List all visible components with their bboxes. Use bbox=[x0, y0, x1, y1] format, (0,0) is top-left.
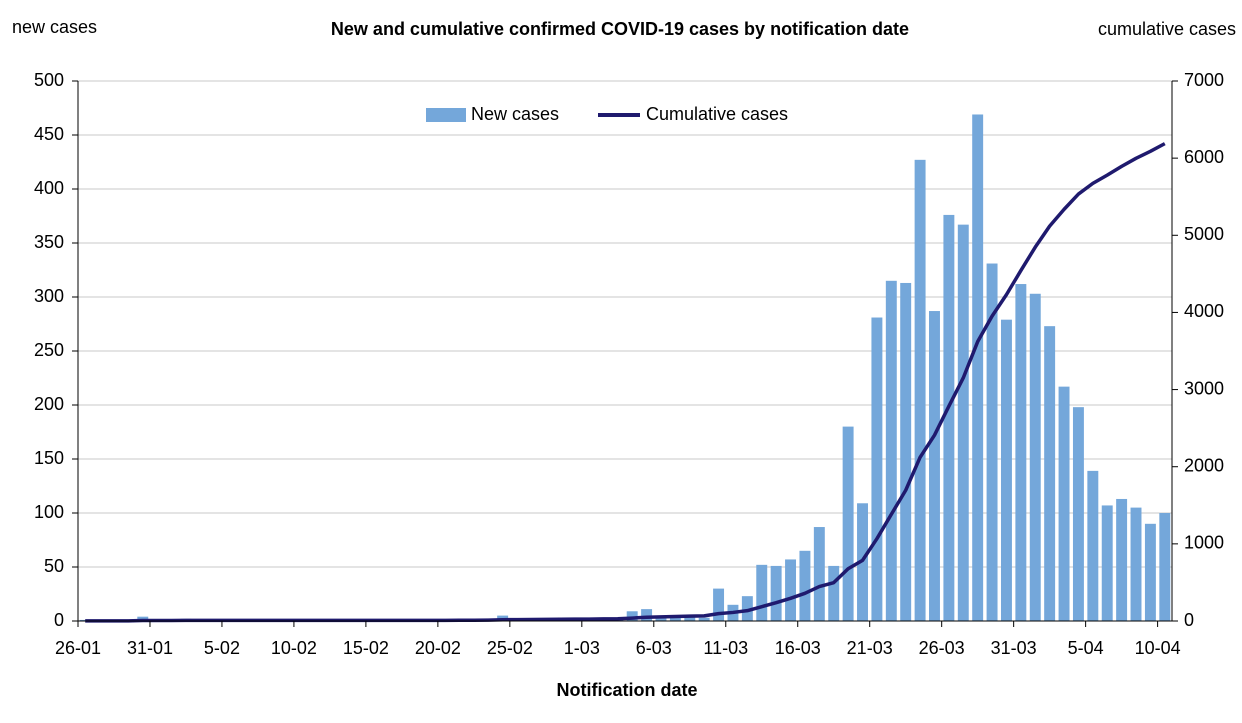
bar bbox=[741, 596, 753, 621]
bar bbox=[900, 282, 912, 621]
y2-tick-label: 7000 bbox=[1184, 70, 1224, 90]
bar bbox=[1144, 523, 1156, 621]
bar bbox=[943, 214, 955, 622]
chart-title: New and cumulative confirmed COVID-19 ca… bbox=[331, 19, 909, 39]
y2-tick-label: 1000 bbox=[1184, 533, 1224, 553]
bar bbox=[914, 159, 926, 621]
y-tick-label: 50 bbox=[44, 556, 64, 576]
bar bbox=[641, 609, 653, 621]
x-tick-label: 16-03 bbox=[775, 638, 821, 658]
bar bbox=[1130, 507, 1142, 621]
bar bbox=[813, 527, 825, 621]
y2-tick-label: 5000 bbox=[1184, 224, 1224, 244]
bar bbox=[957, 224, 969, 621]
bar bbox=[1159, 513, 1171, 621]
bar bbox=[799, 550, 811, 621]
bar bbox=[1015, 284, 1027, 621]
x-tick-label: 5-04 bbox=[1068, 638, 1104, 658]
bar bbox=[1087, 470, 1099, 621]
bar bbox=[713, 588, 725, 621]
y-tick-label: 100 bbox=[34, 502, 64, 522]
bar bbox=[785, 559, 797, 621]
x-tick-label: 10-02 bbox=[271, 638, 317, 658]
line bbox=[85, 142, 1166, 623]
bar bbox=[1116, 498, 1128, 621]
bar bbox=[770, 565, 782, 621]
x-tick-label: 21-03 bbox=[847, 638, 893, 658]
y-tick-label: 450 bbox=[34, 124, 64, 144]
bar bbox=[1044, 326, 1056, 621]
bar bbox=[1058, 386, 1070, 621]
y-tick-label: 0 bbox=[54, 610, 64, 630]
y-tick-label: 350 bbox=[34, 232, 64, 252]
bar bbox=[986, 263, 998, 621]
legend-label: New cases bbox=[471, 104, 559, 124]
x-tick-label: 15-02 bbox=[343, 638, 389, 658]
x-tick-label: 10-04 bbox=[1135, 638, 1181, 658]
bar bbox=[1029, 293, 1041, 621]
bar bbox=[885, 280, 897, 621]
y2-axis-label: cumulative cases bbox=[1098, 19, 1236, 39]
x-tick-label: 20-02 bbox=[415, 638, 461, 658]
x-tick-label: 25-02 bbox=[487, 638, 533, 658]
y-tick-label: 400 bbox=[34, 178, 64, 198]
y-tick-label: 200 bbox=[34, 394, 64, 414]
y2-tick-label: 2000 bbox=[1184, 455, 1224, 475]
y2-tick-label: 0 bbox=[1184, 610, 1194, 630]
x-tick-label: 5-02 bbox=[204, 638, 240, 658]
bar bbox=[756, 564, 768, 621]
bar bbox=[842, 426, 854, 621]
x-axis-label: Notification date bbox=[556, 680, 697, 700]
x-tick-label: 26-03 bbox=[919, 638, 965, 658]
x-tick-label: 6-03 bbox=[636, 638, 672, 658]
bar bbox=[684, 616, 696, 621]
bar bbox=[1072, 407, 1084, 621]
bar bbox=[828, 565, 840, 621]
y2-tick-label: 4000 bbox=[1184, 301, 1224, 321]
bar bbox=[626, 611, 638, 621]
x-tick-label: 31-03 bbox=[991, 638, 1037, 658]
bar bbox=[1101, 505, 1113, 621]
x-tick-label: 26-01 bbox=[55, 638, 101, 658]
legend-label: Cumulative cases bbox=[646, 104, 788, 124]
bar bbox=[972, 114, 984, 621]
x-tick-label: 11-03 bbox=[703, 638, 748, 658]
x-tick-label: 31-01 bbox=[127, 638, 173, 658]
x-tick-label: 1-03 bbox=[564, 638, 600, 658]
y-tick-label: 150 bbox=[34, 448, 64, 468]
legend-swatch bbox=[426, 108, 466, 122]
bar bbox=[669, 615, 681, 621]
bar bbox=[871, 317, 883, 621]
y-tick-label: 500 bbox=[34, 70, 64, 90]
y-axis-label: new cases bbox=[12, 17, 97, 37]
y-tick-label: 250 bbox=[34, 340, 64, 360]
y-tick-label: 300 bbox=[34, 286, 64, 306]
bar bbox=[79, 619, 91, 621]
y2-tick-label: 3000 bbox=[1184, 378, 1224, 398]
bar bbox=[698, 617, 710, 621]
y2-tick-label: 6000 bbox=[1184, 147, 1224, 167]
bar bbox=[929, 311, 940, 621]
bar bbox=[1000, 319, 1012, 621]
